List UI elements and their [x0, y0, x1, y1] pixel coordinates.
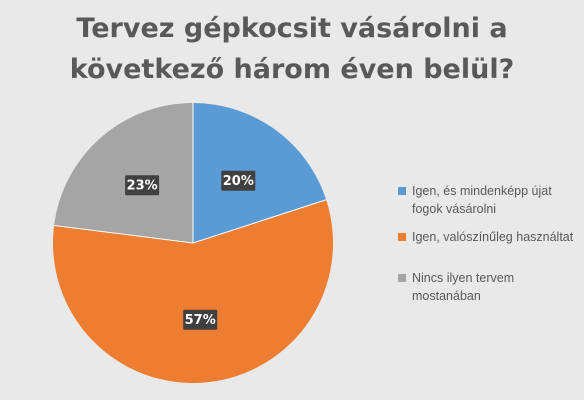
data-label-used-box — [183, 309, 218, 330]
chart-title-line-1: Tervez gépkocsit vásárolni a — [76, 13, 508, 44]
legend-swatch-used — [398, 233, 406, 241]
data-label-none-text: 23% — [127, 179, 158, 194]
pie-slice-used — [52, 199, 333, 383]
chart-title: Tervez gépkocsit vásárolni a következő h… — [0, 8, 584, 90]
legend-swatch-new — [398, 187, 406, 195]
data-label-used: 57% — [183, 309, 218, 330]
data-label-new-text: 20% — [223, 174, 254, 189]
legend-label-none: Nincs ilyen tervem mostanában — [412, 271, 515, 303]
pie-slice-none — [54, 102, 193, 243]
pie-slice-separator — [192, 199, 327, 244]
data-label-new-box — [221, 170, 256, 191]
legend-item-used: Igen, valószínűleg használtat — [398, 228, 578, 246]
pie-slice-new — [193, 103, 327, 243]
chart-title-line-2: következő három éven belül? — [69, 54, 515, 85]
pie-slice-separator — [54, 224, 194, 244]
legend-label-used: Igen, valószínűleg használtat — [412, 230, 574, 244]
legend-item-none: Nincs ilyen tervem mostanában — [398, 269, 578, 305]
data-label-used-text: 57% — [185, 313, 216, 328]
legend-label-new: Igen, és mindenképp újat fogok vásárolni — [412, 184, 552, 216]
data-label-none-box — [125, 175, 160, 196]
legend-swatch-none — [398, 274, 406, 282]
data-label-none: 23% — [125, 175, 160, 196]
data-label-new: 20% — [221, 170, 256, 191]
legend-item-new: Igen, és mindenképp újat fogok vásárolni — [398, 182, 578, 218]
